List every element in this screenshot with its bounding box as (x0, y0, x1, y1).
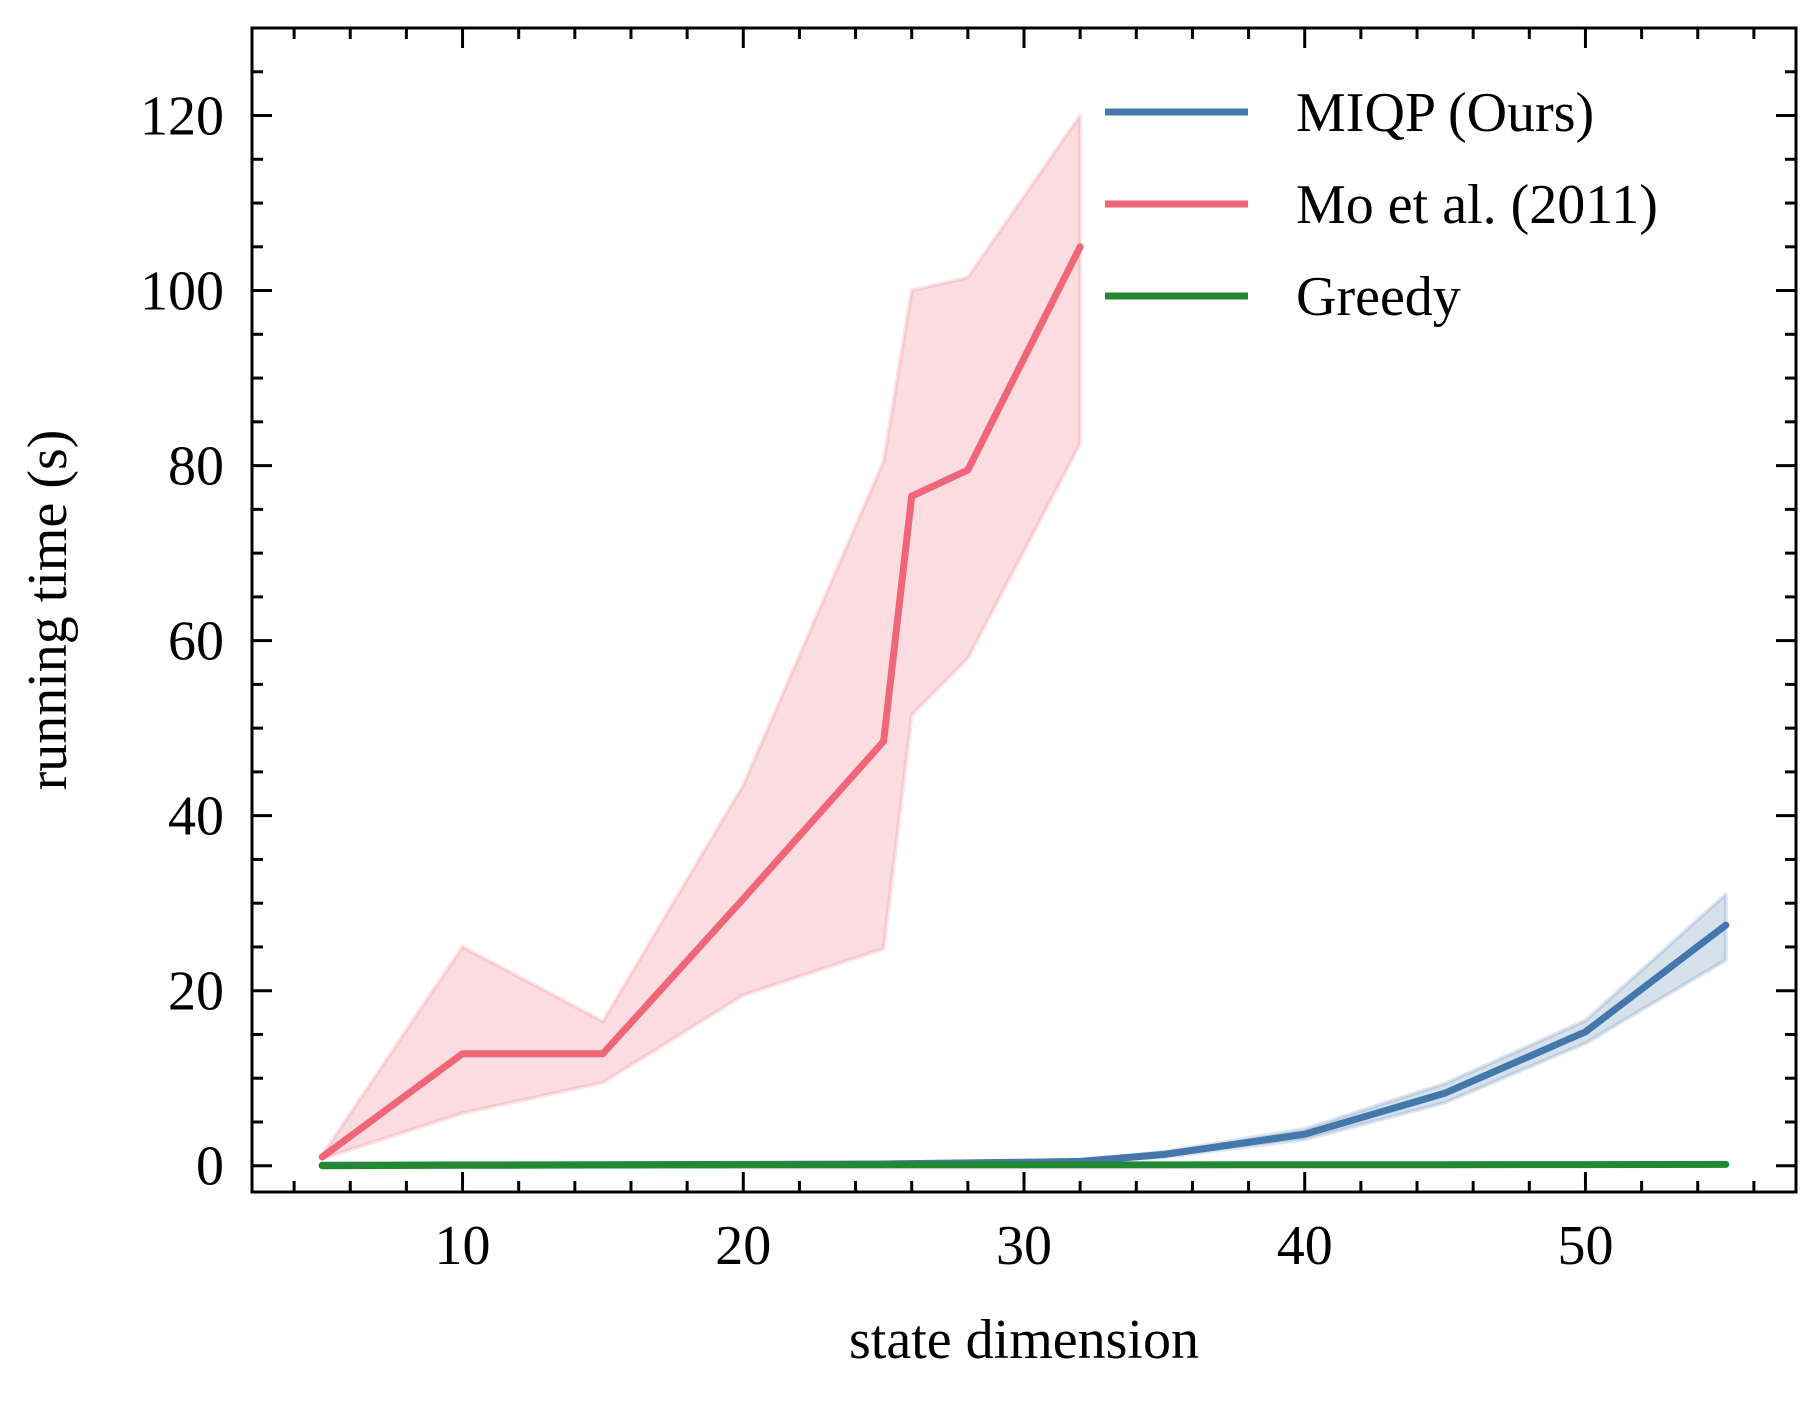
x-tick-label: 40 (1277, 1215, 1333, 1277)
tick-labels: 10 20 30 40 50 0 20 40 60 80 100 120 (140, 86, 1613, 1277)
y-tick-label: 80 (168, 436, 224, 498)
x-tick-label: 30 (996, 1215, 1052, 1277)
y-tick-label: 60 (168, 611, 224, 673)
confidence-bands (320, 113, 1728, 1168)
y-tick-label: 100 (140, 261, 224, 323)
legend-label: Greedy (1296, 266, 1461, 328)
legend-label: Mo et al. (2011) (1296, 174, 1658, 236)
y-tick-label: 0 (196, 1136, 224, 1198)
x-tick-label: 10 (435, 1215, 491, 1277)
legend-label: MIQP (Ours) (1296, 82, 1594, 144)
x-tick-label: 50 (1557, 1215, 1613, 1277)
line-series-1 (318, 243, 1084, 1161)
plot-frame (250, 26, 1798, 1194)
x-tick-label: 20 (715, 1215, 771, 1277)
y-axis-label: running time (s) (17, 430, 79, 791)
y-tick-label: 20 (168, 961, 224, 1023)
line-series-2 (318, 1160, 1730, 1170)
axis-ticks (252, 26, 1796, 1192)
legend: MIQP (Ours) Mo et al. (2011) Greedy (1105, 82, 1658, 328)
y-tick-label: 40 (168, 786, 224, 848)
x-axis-label: state dimension (849, 1309, 1199, 1371)
y-tick-label: 120 (140, 86, 224, 148)
series-lines (318, 243, 1730, 1170)
band-series-1 (320, 113, 1083, 1161)
